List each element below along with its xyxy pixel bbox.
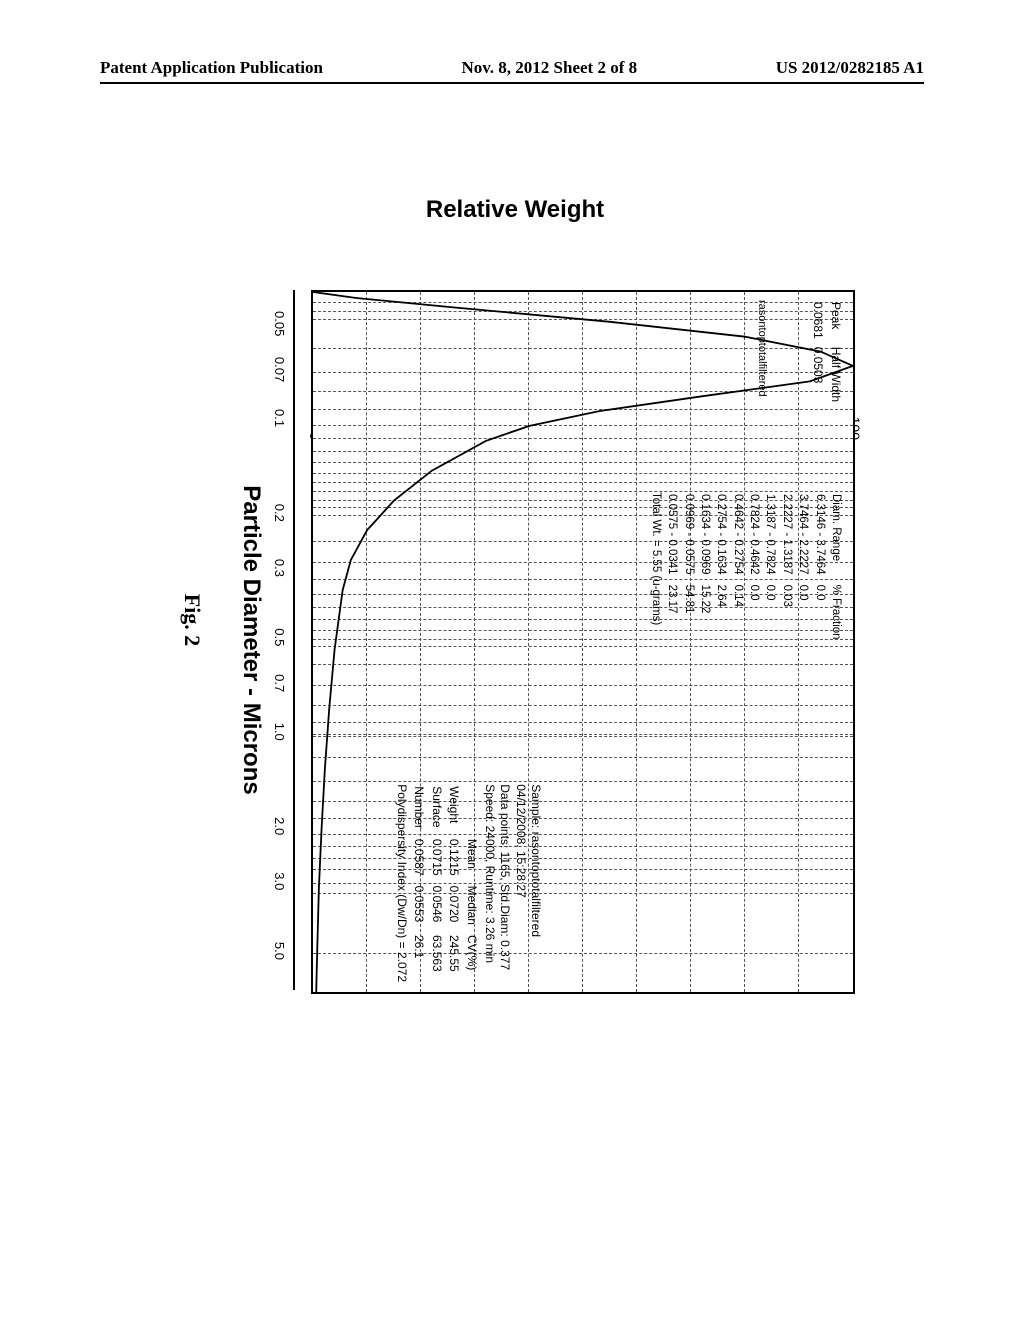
y-axis-label: Relative Weight [426,196,604,224]
range-cell: 0.0 [812,585,826,648]
x-tick-label: 1.0 [272,723,287,741]
x-tick-label: 0.7 [272,674,287,692]
range-col-header: % Fraction [829,585,843,648]
total-weight: Total Wt. = 5.55 (u-grams) [649,492,663,650]
x-tick-label: 0.07 [272,357,287,382]
stats-col-header: Mean [463,839,479,884]
stats-speed: Speed: 24000, Runtime: 3.26 min [481,784,497,982]
stats-col-header: CV(%) [463,935,479,980]
range-cell: 0.2754 - 0.1634 [714,494,728,583]
stats-sample: Sample: rasontoptotalfiltered [528,784,544,982]
sample-name-label: rasontoptotalfiltered [756,300,768,397]
x-axis-line [293,290,295,990]
stats-cell: 0.0720 [446,886,462,933]
stats-cell: Weight [446,786,462,837]
range-cell: 0.0 [796,585,810,648]
stats-cell: Number [411,786,427,837]
range-cell: 0.0 [763,585,777,648]
chart-area: Peak Half Width 0.0681 0.0503 rasontopto… [311,290,855,994]
range-cell: 1.3187 - 0.7824 [763,494,777,583]
range-cell: 0.03 [780,585,794,648]
stats-cell: 26.1 [411,935,427,980]
statistics-box: Sample: rasontoptotalfiltered 04/12/2008… [393,784,543,982]
range-cell: 0.0 [747,585,761,648]
x-tick-label: 0.05 [272,311,287,336]
range-cell: 54.81 [681,585,695,648]
halfwidth-value: 0.0503 [810,347,826,408]
stats-cell: 245.55 [446,935,462,980]
header-center: Nov. 8, 2012 Sheet 2 of 8 [461,58,637,78]
x-tick-label: 0.3 [272,559,287,577]
range-cell: 0.1634 - 0.0969 [698,494,712,583]
figure-caption: Fig. 2 [179,190,205,1050]
stats-col-header [463,786,479,837]
stats-cell: 0.1215 [446,839,462,884]
range-cell: 15.22 [698,585,712,648]
x-tick-label: 0.1 [272,409,287,427]
figure-inner: Relative Weight Particle Diameter - Micr… [155,190,875,1050]
stats-cell: 0.0715 [428,839,444,884]
range-cell: 0.14 [730,585,744,648]
stats-cell: 0.0546 [428,886,444,933]
figure-rotated-wrap: Relative Weight Particle Diameter - Micr… [65,235,965,1005]
x-tick-label: 0.2 [272,504,287,522]
stats-date: 04/12/2008, 15:28:27 [512,784,528,982]
x-tick-label: 2.0 [272,817,287,835]
page-header: Patent Application Publication Nov. 8, 2… [100,58,924,84]
diameter-range-table: Diam. Range% Fraction6.3146 - 3.74640.03… [649,492,846,650]
range-cell: 3.7464 - 2.2227 [796,494,810,583]
peak-value: 0.0681 [810,302,826,345]
stats-cell: 0.0553 [411,886,427,933]
polydispersity: Polydispersity Index (Dw/Dn) = 2.072 [393,784,409,982]
x-axis-label: Particle Diameter - Microns [237,290,265,990]
range-cell: 0.0969 - 0.0575 [681,494,695,583]
range-cell: 0.4642 - 0.2754 [730,494,744,583]
range-cell: 2.2227 - 1.3187 [780,494,794,583]
range-cell: 23.17 [665,585,679,648]
peak-header: Peak [827,302,843,345]
range-col-header: Diam. Range [829,494,843,583]
peak-half-width-box: Peak Half Width 0.0681 0.0503 [808,300,845,410]
header-left: Patent Application Publication [100,58,323,78]
stats-cell: Surface [428,786,444,837]
range-cell: 0.0575 - 0.0341 [665,494,679,583]
x-tick-label: 5.0 [272,942,287,960]
header-right: US 2012/0282185 A1 [776,58,924,78]
x-tick-label: 0.5 [272,628,287,646]
stats-datapoints: Data points: 1165, Std.Diam: 0.377 [497,784,513,982]
stats-col-header: Median [463,886,479,933]
halfwidth-header: Half Width [827,347,843,408]
stats-cell: 0.0587 [411,839,427,884]
range-cell: 6.3146 - 3.7464 [812,494,826,583]
x-tick-label: 3.0 [272,872,287,890]
stats-cell: 63.563 [428,935,444,980]
range-cell: 0.7824 - 0.4642 [747,494,761,583]
range-cell: 2.64 [714,585,728,648]
